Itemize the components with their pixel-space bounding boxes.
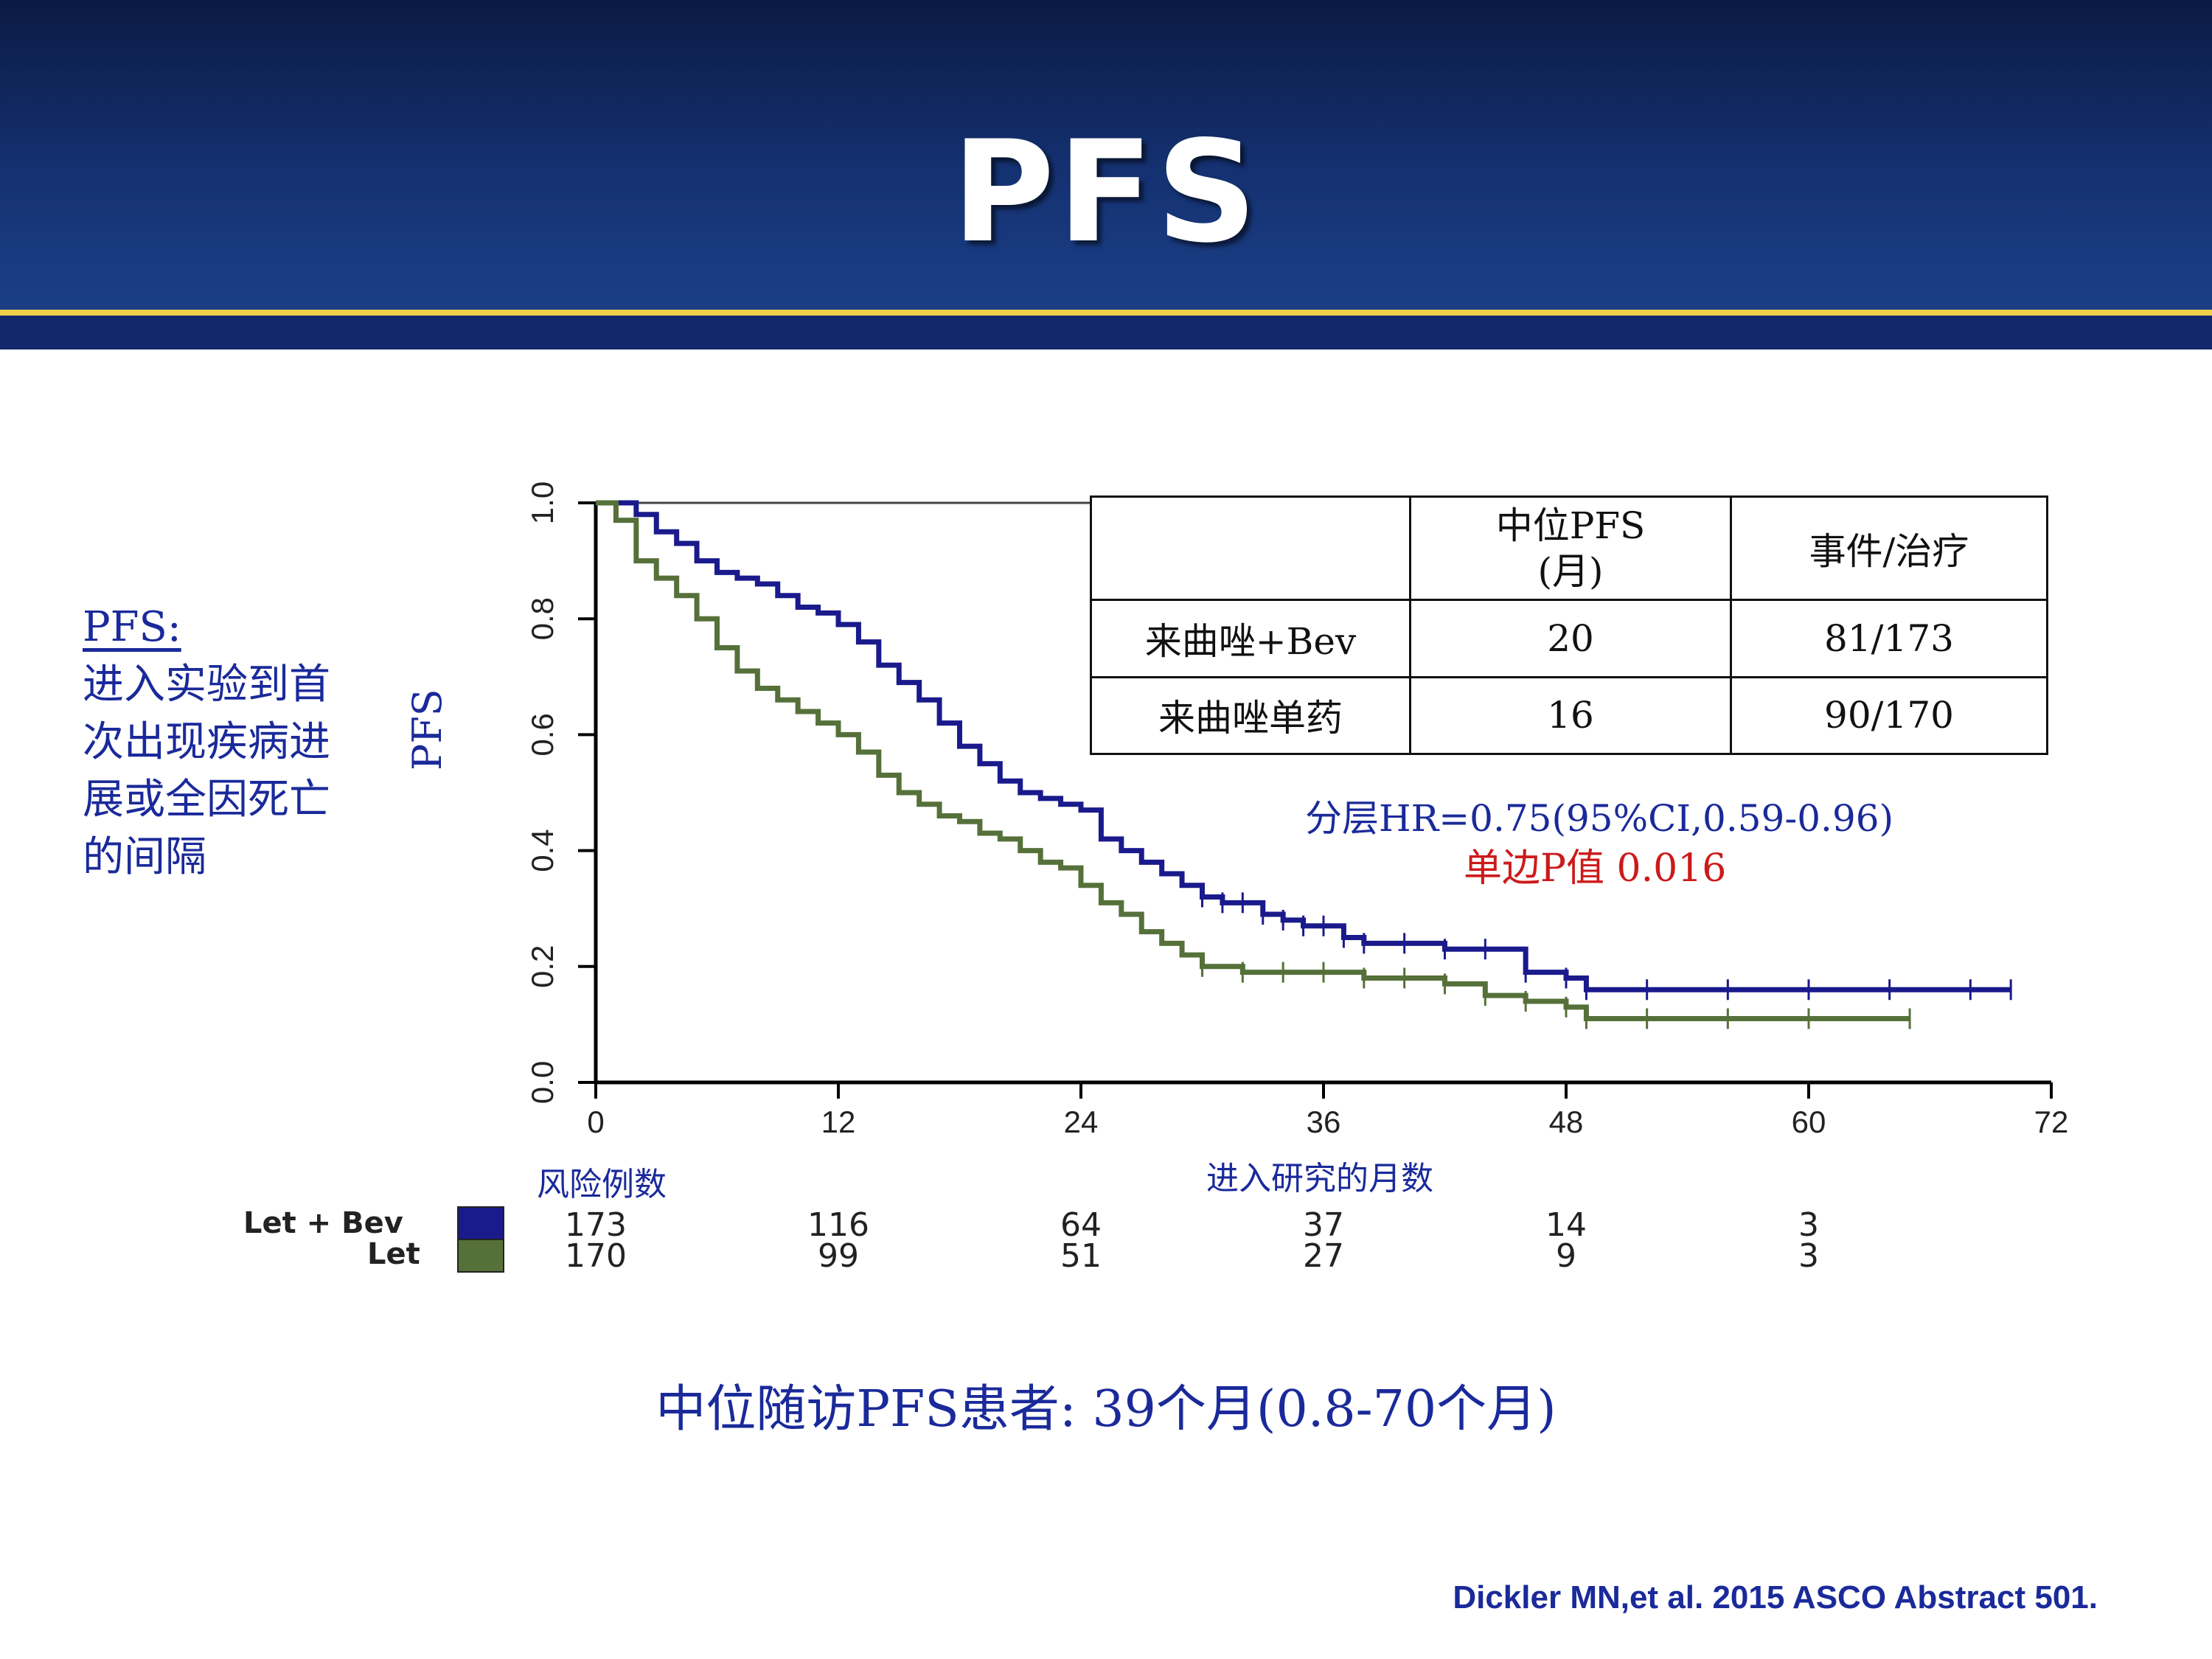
- legend-swatch-bev: [457, 1206, 504, 1240]
- pfs-definition-line: 展或全因死亡: [83, 776, 330, 824]
- risk-row-label-let: Let: [367, 1237, 420, 1271]
- y-tick-label: 0.4: [525, 829, 560, 872]
- slide-title: PFS: [952, 111, 1260, 274]
- summary-cell-group: 来曲唑单药: [1090, 675, 1411, 756]
- x-tick-label: 48: [1549, 1105, 1584, 1139]
- risk-number: 37: [1303, 1206, 1344, 1244]
- y-tick-label: 0.0: [525, 1061, 560, 1104]
- p-value-text: 单边P值 0.016: [1464, 846, 1727, 891]
- y-tick-label: 1.0: [525, 481, 560, 524]
- hazard-ratio-text: 分层HR=0.75(95%CI,0.59-0.96): [1305, 797, 1894, 840]
- summary-header-events: 事件/治疗: [1730, 495, 2048, 602]
- x-tick-label: 36: [1307, 1105, 1341, 1139]
- pfs-definition-head: PFS:: [83, 603, 181, 651]
- risk-number: 64: [1060, 1206, 1102, 1244]
- risk-number: 27: [1303, 1237, 1344, 1275]
- pfs-definition-line: 的间隔: [83, 833, 206, 881]
- risk-number: 3: [1798, 1206, 1819, 1244]
- risk-number: 116: [807, 1206, 869, 1244]
- x-tick-label: 12: [821, 1105, 856, 1139]
- x-tick-label: 72: [2034, 1105, 2069, 1139]
- x-tick-label: 24: [1064, 1105, 1099, 1139]
- summary-header-empty: [1090, 495, 1411, 602]
- header-accent-line: [0, 310, 2212, 316]
- x-tick-label: 60: [1792, 1105, 1826, 1139]
- summary-table: 中位PFS (月) 事件/治疗 来曲唑+Bev 20 81/173 来曲唑单药 …: [1090, 495, 2048, 756]
- summary-cell-median: 16: [1409, 675, 1732, 756]
- median-followup: 中位随访PFS患者: 39个月(0.8-70个月): [655, 1380, 1557, 1439]
- risk-number: 9: [1556, 1237, 1576, 1275]
- risk-number: 99: [818, 1237, 859, 1275]
- summary-header-median-line2: (月): [1537, 549, 1604, 593]
- risk-row-label-bev: Let + Bev: [243, 1206, 403, 1240]
- summary-header-median-line1: 中位PFS: [1495, 504, 1646, 547]
- risk-number: 173: [565, 1206, 627, 1244]
- summary-cell-group: 来曲唑+Bev: [1090, 599, 1411, 678]
- risk-table-title: 风险例数: [537, 1166, 667, 1203]
- y-tick-label: 0.2: [525, 945, 560, 988]
- header-bottom-band: [0, 316, 2212, 349]
- risk-number: 3: [1798, 1237, 1819, 1275]
- risk-number: 170: [565, 1237, 627, 1275]
- x-tick-label: 0: [587, 1105, 604, 1139]
- km-curve-let: [596, 500, 1910, 1022]
- y-tick-label: 0.6: [525, 713, 560, 756]
- pfs-definition: PFS: 进入实验到首 次出现疾病进 展或全因死亡 的间隔: [83, 599, 392, 886]
- summary-header-median: 中位PFS (月): [1409, 495, 1732, 602]
- pfs-definition-line: 次出现疾病进: [83, 718, 330, 766]
- summary-cell-events: 90/170: [1730, 675, 2048, 756]
- summary-cell-events: 81/173: [1730, 599, 2048, 678]
- x-axis-label: 进入研究的月数: [1206, 1160, 1433, 1197]
- y-tick-label: 0.8: [525, 597, 560, 640]
- risk-number: 14: [1545, 1206, 1587, 1244]
- risk-number: 51: [1060, 1237, 1102, 1275]
- pfs-definition-line: 进入实验到首: [83, 661, 330, 709]
- citation: Dickler MN,et al. 2015 ASCO Abstract 501…: [1453, 1579, 2098, 1615]
- legend-swatch-let: [457, 1239, 504, 1273]
- km-curve-let-bev: [596, 500, 2011, 992]
- summary-cell-median: 20: [1409, 599, 1732, 678]
- header-bar: [0, 0, 2212, 310]
